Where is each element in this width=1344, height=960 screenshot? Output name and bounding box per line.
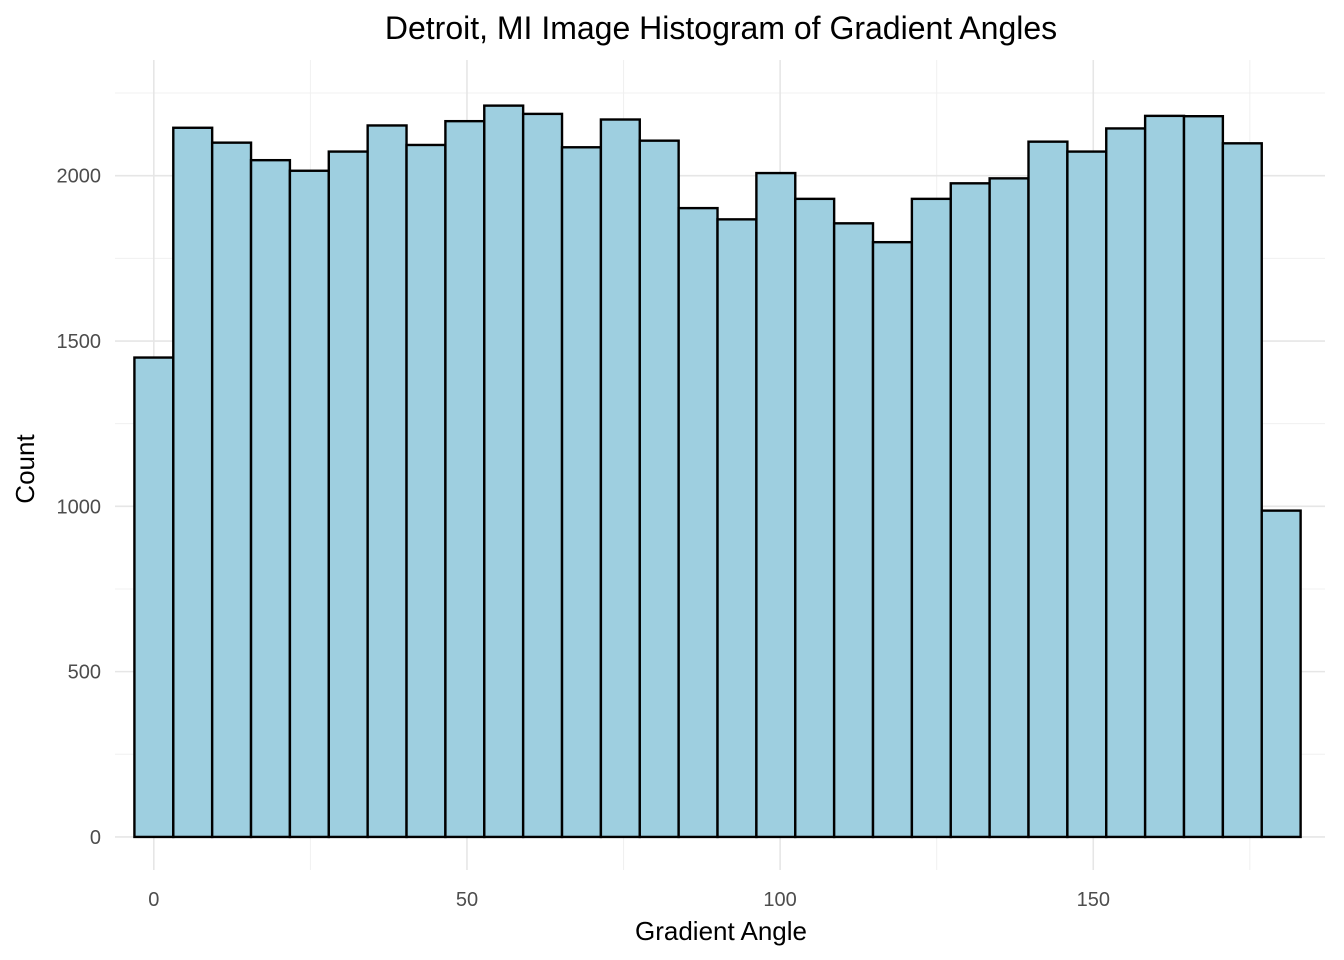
- histogram-bar: [1143, 114, 1186, 839]
- x-axis-ticks: 0 50 100 150: [148, 889, 1110, 911]
- y-tick-label: 1000: [57, 496, 102, 518]
- x-tick-label: 100: [763, 889, 796, 911]
- histogram-bar: [1260, 509, 1302, 839]
- histogram-bar: [677, 206, 719, 839]
- histogram-bar: [716, 218, 758, 839]
- histogram-bar: [366, 124, 408, 839]
- histogram-bar: [949, 182, 991, 839]
- histogram-bar: [988, 177, 1030, 839]
- histogram-bar: [794, 197, 836, 839]
- histogram-bar: [599, 118, 641, 839]
- x-tick-label: 50: [456, 889, 478, 911]
- histogram-bar: [1182, 115, 1225, 839]
- chart-title: Detroit, MI Image Histogram of Gradient …: [385, 10, 1057, 46]
- histogram-bar: [1027, 140, 1069, 839]
- x-tick-label: 0: [148, 889, 159, 911]
- histogram-bar: [1105, 127, 1147, 839]
- histogram-bar: [327, 150, 369, 839]
- histogram-bar: [1221, 142, 1263, 839]
- histogram-bar: [249, 158, 292, 839]
- histogram-bar: [133, 356, 175, 839]
- histogram-bar: [755, 171, 797, 839]
- histogram-bar: [288, 169, 330, 839]
- y-tick-label: 2000: [57, 166, 102, 188]
- y-tick-label: 1500: [57, 331, 102, 353]
- y-tick-label: 0: [90, 827, 101, 849]
- histogram-bar: [871, 240, 914, 839]
- histogram-bar: [521, 112, 564, 839]
- y-axis-title: Count: [10, 434, 40, 504]
- histogram-bar: [483, 104, 525, 839]
- histogram-bar: [1066, 150, 1108, 839]
- histogram-bar: [910, 197, 952, 839]
- histogram-bar: [172, 126, 214, 839]
- histogram-bar: [560, 146, 603, 839]
- histogram-bar: [832, 222, 875, 839]
- x-axis-title: Gradient Angle: [635, 916, 807, 946]
- y-tick-label: 500: [68, 662, 101, 684]
- histogram-bar: [444, 119, 486, 839]
- histogram-bars: [133, 104, 1302, 839]
- y-axis-ticks: 0 500 1000 1500 2000: [57, 166, 102, 849]
- histogram-bar: [638, 139, 680, 839]
- x-tick-label: 150: [1077, 889, 1110, 911]
- histogram-bar: [210, 141, 253, 839]
- histogram-bar: [405, 143, 447, 839]
